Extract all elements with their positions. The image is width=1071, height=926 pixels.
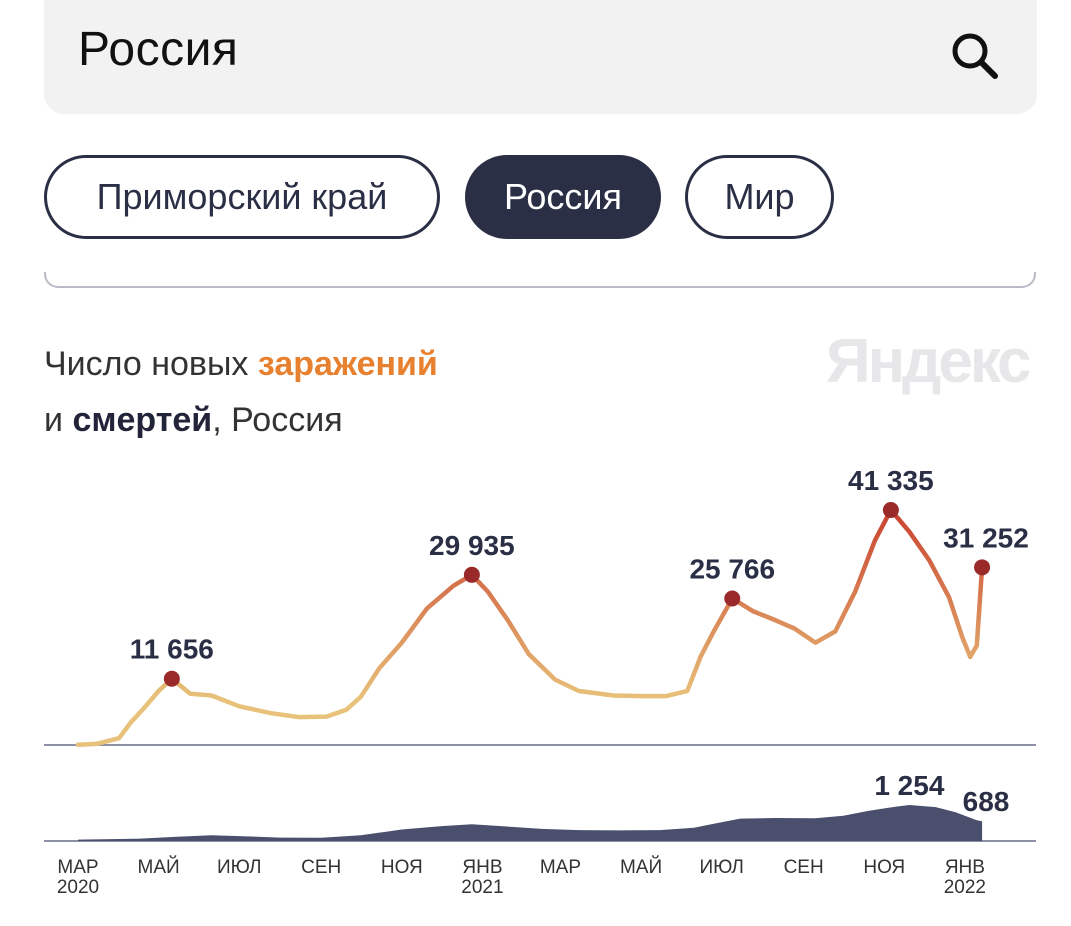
search-icon[interactable] xyxy=(947,28,1003,84)
x-tick-label: МАЙ xyxy=(138,856,180,878)
peak-marker xyxy=(463,566,480,583)
deaths-peak-label: 688 xyxy=(963,786,1010,817)
search-input[interactable]: Россия xyxy=(78,23,239,76)
x-tick-label: ЯНВ xyxy=(462,857,502,878)
infections-series xyxy=(75,502,991,747)
peak-marker xyxy=(882,502,899,518)
x-tick-label: МАР xyxy=(540,857,581,878)
deaths-area xyxy=(78,805,983,841)
peak-marker xyxy=(163,670,180,687)
peak-labels: 11 656 29 935 25 766 41 335 31 252 1 254 688 xyxy=(130,465,1029,817)
peak-marker xyxy=(724,590,741,607)
title-line2-prefix: и xyxy=(44,401,73,439)
x-tick-year: 2021 xyxy=(461,877,503,898)
deaths-peak-label: 1 254 xyxy=(874,770,944,801)
title-part1: Число новых xyxy=(44,345,258,383)
infections-line xyxy=(75,507,985,747)
x-tick-label: НОЯ xyxy=(381,857,423,878)
deaths-series xyxy=(78,805,983,841)
title-infections: заражений xyxy=(257,345,438,383)
x-tick-label: ИЮЛ xyxy=(699,857,743,878)
chip-primorsky[interactable]: Приморский край xyxy=(44,155,440,239)
peak-label: 11 656 xyxy=(130,634,214,665)
title-line2-suffix: , Россия xyxy=(212,401,343,439)
yandex-logo: Яндекс xyxy=(826,327,1032,396)
chart-title: Число новых заражений и смертей, Россия xyxy=(44,336,438,448)
x-tick-label: ЯНВ xyxy=(945,857,985,878)
peak-label: 41 335 xyxy=(848,465,934,496)
x-tick-label: СЕН xyxy=(301,857,341,878)
x-tick-year: 2020 xyxy=(57,877,99,898)
search-bar[interactable]: Россия xyxy=(44,0,1037,114)
peak-marker xyxy=(974,559,991,576)
chip-world[interactable]: Мир xyxy=(685,155,834,239)
chip-russia[interactable]: Россия xyxy=(465,155,661,239)
x-tick-label: НОЯ xyxy=(863,857,905,878)
peak-label: 29 935 xyxy=(429,530,515,561)
peak-label: 31 252 xyxy=(943,522,1029,553)
title-deaths: смертей xyxy=(72,401,213,439)
peak-label: 25 766 xyxy=(689,554,775,585)
card-divider xyxy=(44,272,1036,288)
x-tick-label: ИЮЛ xyxy=(217,857,261,878)
x-tick-year: 2022 xyxy=(944,877,986,898)
x-tick-label: СЕН xyxy=(784,857,824,878)
x-tick-label: МАЙ xyxy=(620,856,662,878)
covid-chart: 11 656 29 935 25 766 41 335 31 252 1 254 688 М… xyxy=(44,465,1036,898)
x-tick-label: МАР xyxy=(57,857,98,878)
